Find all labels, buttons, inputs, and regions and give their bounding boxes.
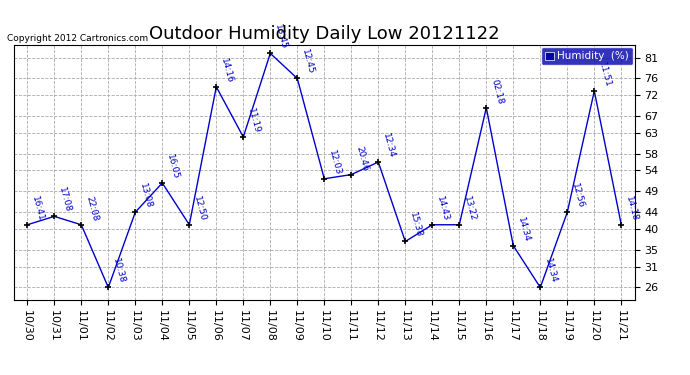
Text: 13:45: 13:45 [273,23,288,51]
Text: 13:08: 13:08 [138,182,153,209]
Text: 13:22: 13:22 [462,195,477,222]
Text: 14:16: 14:16 [219,57,235,84]
Text: 10:38: 10:38 [111,257,126,285]
Text: 14:34: 14:34 [543,258,558,285]
Text: 16:41: 16:41 [30,195,46,222]
Text: 02:18: 02:18 [489,78,504,105]
Text: 12:50: 12:50 [192,195,208,222]
Text: 11:51: 11:51 [597,61,613,88]
Text: 14:34: 14:34 [516,216,531,243]
Text: 17:08: 17:08 [57,186,72,214]
Text: 12:56: 12:56 [570,182,585,209]
Text: 12:03: 12:03 [327,149,342,176]
Text: 14:18: 14:18 [624,195,640,222]
Text: 12:34: 12:34 [381,132,396,159]
Text: 11:19: 11:19 [246,107,262,134]
Text: Copyright 2012 Cartronics.com: Copyright 2012 Cartronics.com [7,34,148,43]
Text: 14:43: 14:43 [435,195,451,222]
Text: 22:08: 22:08 [84,195,99,222]
Title: Outdoor Humidity Daily Low 20121122: Outdoor Humidity Daily Low 20121122 [149,26,500,44]
Text: 20:46: 20:46 [354,145,369,172]
Text: 16:05: 16:05 [165,153,181,180]
Text: 15:38: 15:38 [408,211,424,239]
Legend: Humidity  (%): Humidity (%) [541,47,633,65]
Text: 12:45: 12:45 [300,49,315,76]
